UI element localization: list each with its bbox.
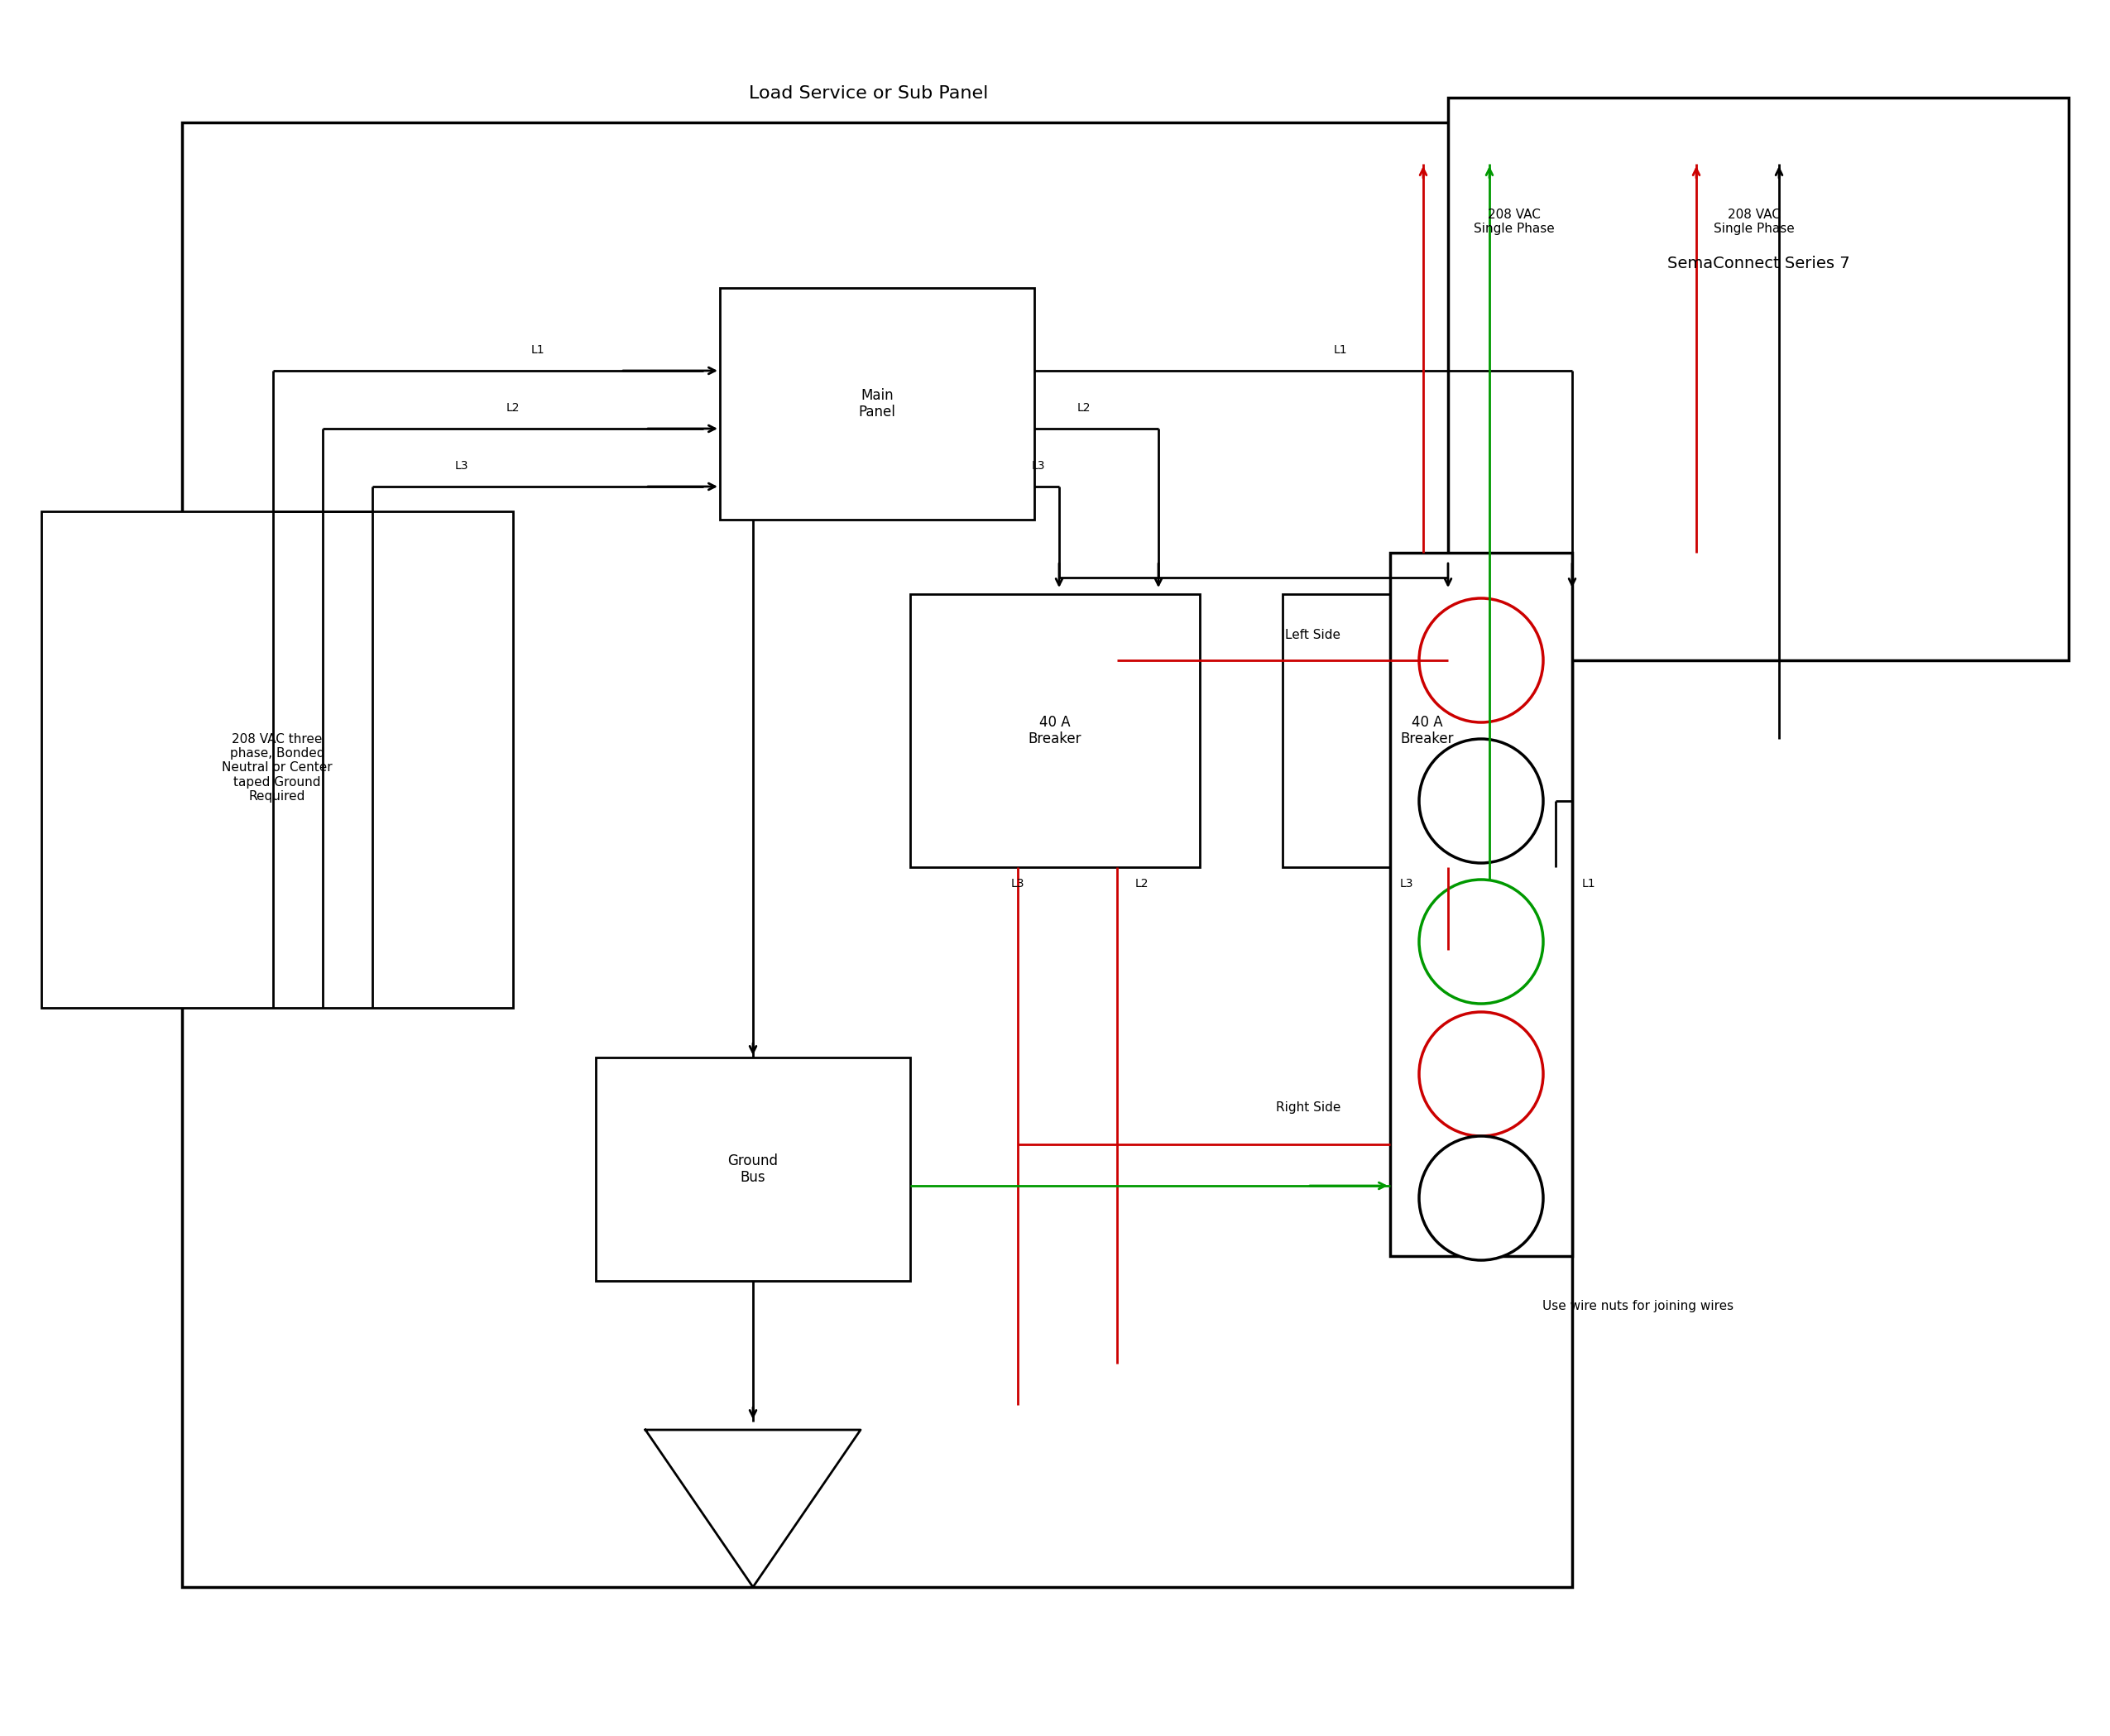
Circle shape <box>1420 1012 1542 1135</box>
Text: Right Side: Right Side <box>1277 1101 1340 1113</box>
Text: Ground
Bus: Ground Bus <box>728 1153 779 1186</box>
Bar <box>909 594 1201 868</box>
Text: SemaConnect Series 7: SemaConnect Series 7 <box>1667 255 1850 271</box>
Bar <box>1390 552 1572 1257</box>
Circle shape <box>1420 1135 1542 1260</box>
Bar <box>42 512 513 1009</box>
Text: 40 A
Breaker: 40 A Breaker <box>1028 715 1082 746</box>
Bar <box>720 288 1034 519</box>
Text: Left Side: Left Side <box>1285 628 1340 642</box>
Text: L2: L2 <box>1135 878 1148 889</box>
Bar <box>1283 594 1572 868</box>
Text: Main
Panel: Main Panel <box>859 387 895 420</box>
Text: Load Service or Sub Panel: Load Service or Sub Panel <box>749 85 990 102</box>
Text: 40 A
Breaker: 40 A Breaker <box>1401 715 1454 746</box>
Text: L2: L2 <box>1076 403 1091 413</box>
Text: L3: L3 <box>1032 460 1044 472</box>
Text: Use wire nuts for joining wires: Use wire nuts for joining wires <box>1542 1300 1734 1312</box>
Text: 208 VAC
Single Phase: 208 VAC Single Phase <box>1713 208 1796 234</box>
Text: L3: L3 <box>1399 878 1414 889</box>
Text: L1: L1 <box>1582 878 1595 889</box>
Text: L2: L2 <box>506 403 519 413</box>
Bar <box>595 1057 909 1281</box>
Bar <box>1447 97 2068 660</box>
Circle shape <box>1420 880 1542 1003</box>
Text: L1: L1 <box>532 344 544 356</box>
Bar <box>181 123 1572 1587</box>
Text: L3: L3 <box>456 460 468 472</box>
Circle shape <box>1420 599 1542 722</box>
Text: 208 VAC three
phase, Bonded
Neutral or Center
taped Ground
Required: 208 VAC three phase, Bonded Neutral or C… <box>222 733 333 802</box>
Text: L3: L3 <box>1011 878 1025 889</box>
Circle shape <box>1420 740 1542 863</box>
Text: 208 VAC
Single Phase: 208 VAC Single Phase <box>1473 208 1555 234</box>
Text: L1: L1 <box>1334 344 1348 356</box>
